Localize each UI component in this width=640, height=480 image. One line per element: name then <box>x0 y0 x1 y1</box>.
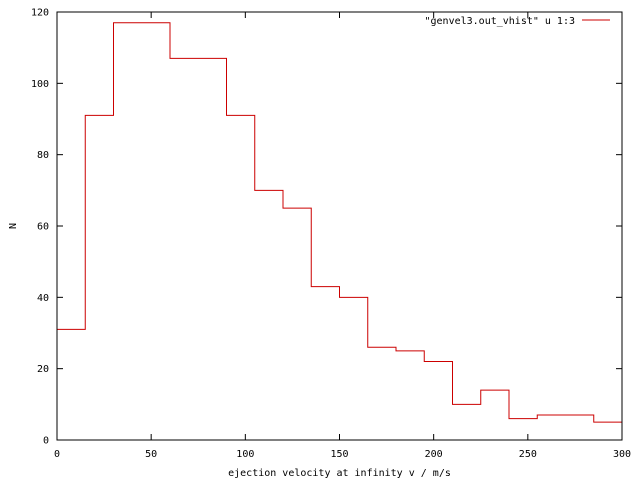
y-tick-label: 120 <box>31 8 49 19</box>
series-line <box>57 22 622 423</box>
y-axis-label: N <box>8 223 19 229</box>
legend: "genvel3.out_vhist" u 1:3 <box>424 16 610 27</box>
y-tick-label: 100 <box>31 79 49 90</box>
y-tick-label: 20 <box>37 364 49 375</box>
series-layer <box>57 22 622 423</box>
y-tick-label: 80 <box>37 150 49 161</box>
x-tick-label: 0 <box>54 449 60 460</box>
x-tick-label: 100 <box>236 449 254 460</box>
legend-label: "genvel3.out_vhist" u 1:3 <box>424 16 575 27</box>
x-axis-label: ejection velocity at infinity v / m/s <box>228 468 451 479</box>
x-tick-label: 150 <box>330 449 348 460</box>
y-tick-label: 40 <box>37 293 49 304</box>
x-tick-label: 50 <box>145 449 157 460</box>
y-tick-label: 60 <box>37 222 49 233</box>
x-tick-label: 250 <box>519 449 537 460</box>
axis-ticks <box>56 11 623 441</box>
x-tick-label: 200 <box>425 449 443 460</box>
x-tick-label: 300 <box>613 449 631 460</box>
y-tick-label: 0 <box>43 436 49 447</box>
plot-frame <box>56 11 623 441</box>
tick-labels: 0 50 100 150 200 250 300 0 20 40 60 80 100 120 <box>31 8 631 461</box>
